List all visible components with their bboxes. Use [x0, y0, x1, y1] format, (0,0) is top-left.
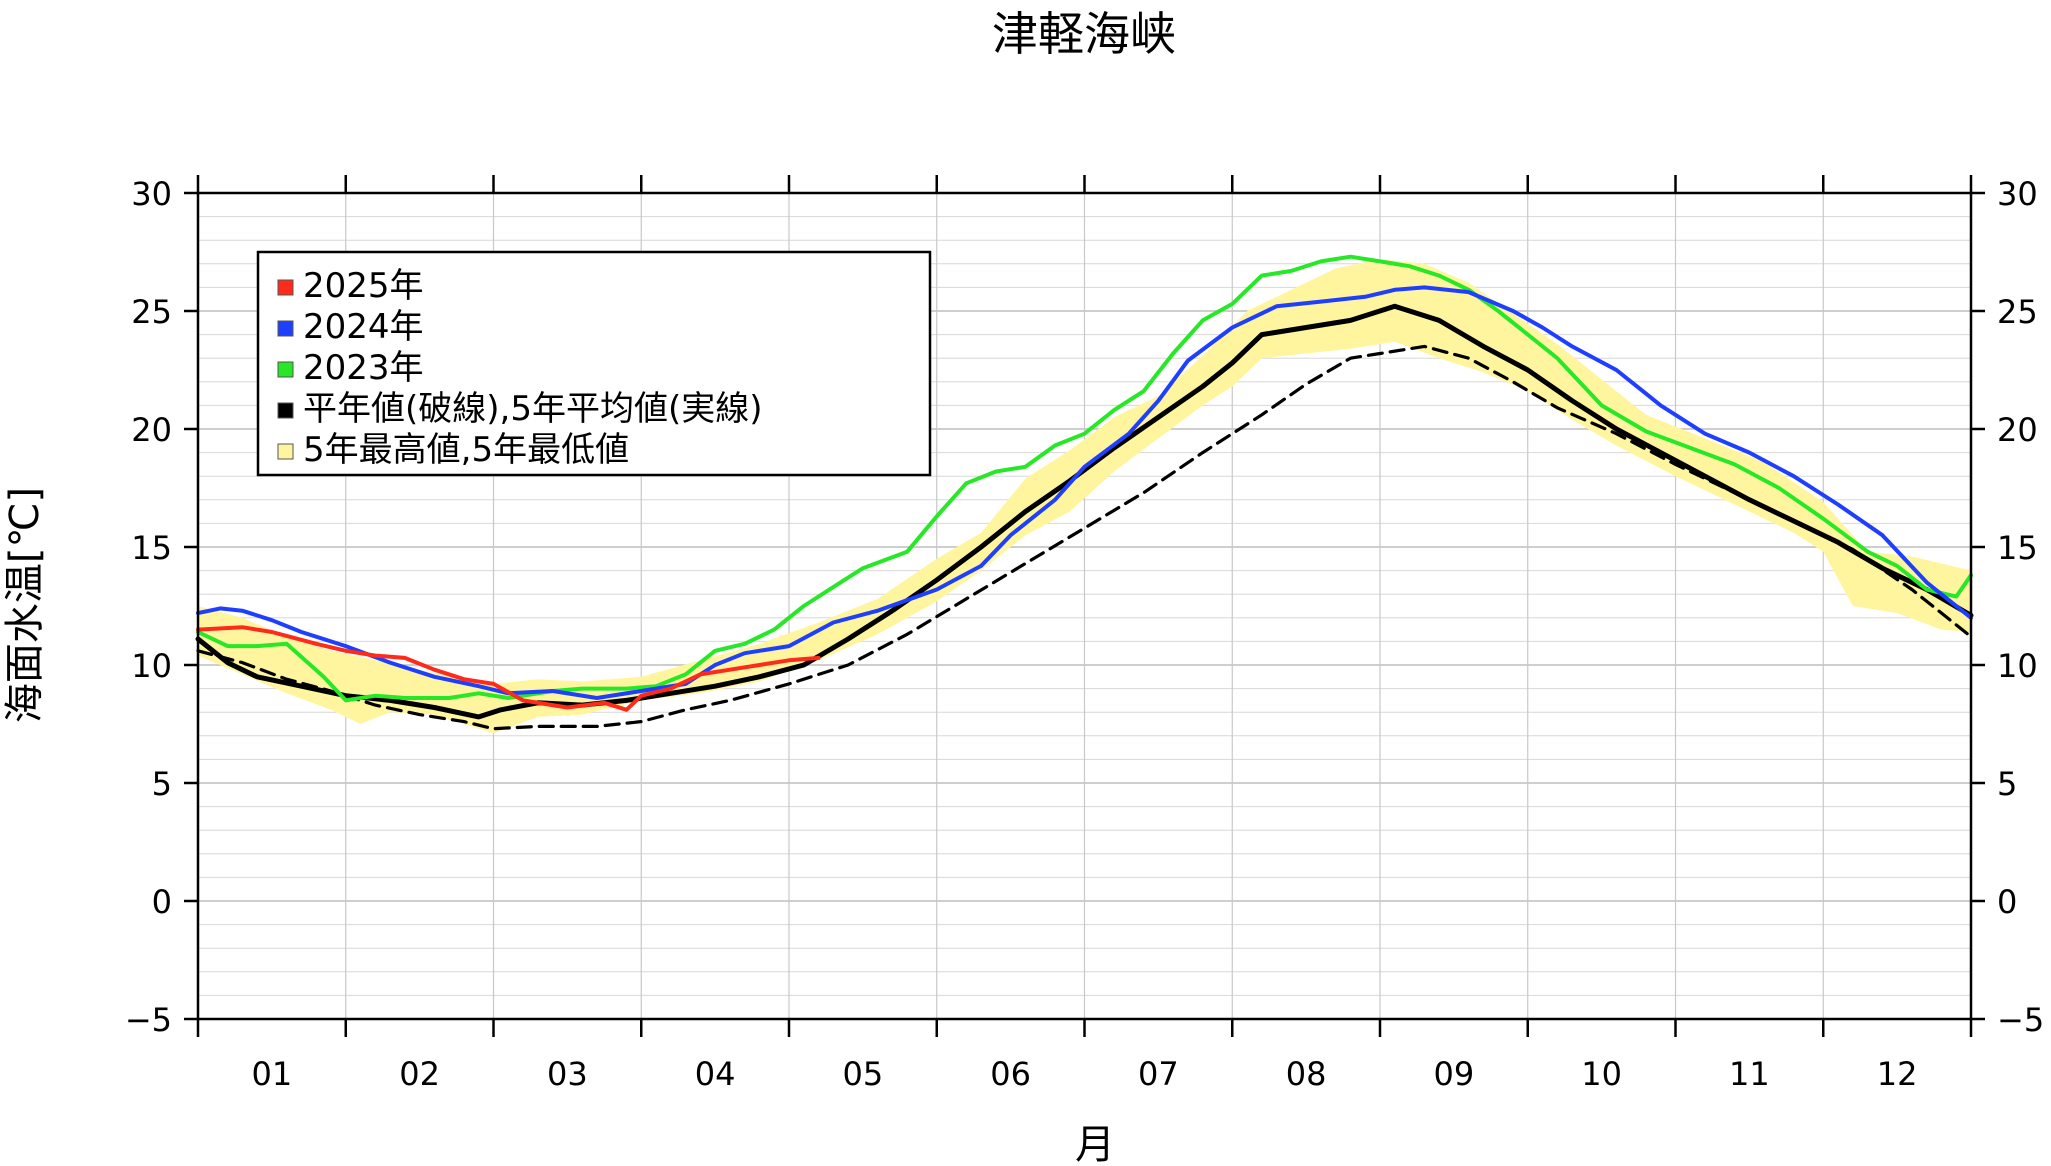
legend-label: 平年値(破線),5年平均値(実線)	[303, 389, 763, 429]
legend-swatch	[277, 443, 294, 460]
y-tick-label-right: −5	[1997, 1001, 2044, 1039]
x-tick-label: 02	[399, 1055, 440, 1093]
x-tick-label: 04	[695, 1055, 736, 1093]
y-tick-label-right: 10	[1997, 647, 2038, 685]
y-tick-label-right: 25	[1997, 293, 2038, 331]
chart-title: 津軽海峡	[992, 7, 1176, 61]
y-tick-label-left: 0	[152, 883, 172, 921]
y-tick-label-left: 10	[131, 647, 172, 685]
series-2024	[196, 285, 1973, 700]
x-tick-label: 03	[547, 1055, 588, 1093]
x-tick-label: 06	[990, 1055, 1031, 1093]
legend-box	[256, 250, 932, 477]
series-normal-dashed	[196, 344, 1973, 731]
x-tick-label: 01	[252, 1055, 293, 1093]
x-tick-label: 08	[1286, 1055, 1327, 1093]
y-tick-label-left: 30	[131, 175, 172, 213]
legend-label: 2023年	[303, 348, 424, 388]
legend-swatch	[277, 279, 294, 296]
y-tick-label-right: 0	[1997, 883, 2017, 921]
x-tick-label: 09	[1434, 1055, 1475, 1093]
y-tick-label-left: −5	[125, 1001, 172, 1039]
y-tick-label-right: 15	[1997, 529, 2038, 567]
x-tick-label: 10	[1581, 1055, 1622, 1093]
legend-label: 5年最高値,5年最低値	[303, 430, 629, 470]
y-axis-label: 海面水温[℃]	[2, 487, 48, 723]
band-5yr-min-max	[198, 259, 1971, 734]
series-2023	[196, 254, 1973, 703]
y-tick-label-left: 5	[152, 765, 172, 803]
legend: 2025年2024年2023年平年値(破線),5年平均値(実線)5年最高値,5年…	[256, 250, 932, 477]
x-tick-label: 07	[1138, 1055, 1179, 1093]
x-axis-label: 月	[1075, 1122, 1115, 1166]
y-tick-label-right: 30	[1997, 175, 2038, 213]
y-tick-label-left: 20	[131, 411, 172, 449]
y-tick-label-left: 15	[131, 529, 172, 567]
series-2025	[196, 625, 821, 712]
legend-swatch	[277, 402, 294, 419]
y-tick-label-left: 25	[131, 293, 172, 331]
x-tick-label: 12	[1877, 1055, 1918, 1093]
x-tick-label: 11	[1729, 1055, 1770, 1093]
series-layer	[195, 254, 1974, 731]
x-tick-label: 05	[843, 1055, 884, 1093]
y-tick-label-right: 5	[1997, 765, 2017, 803]
legend-swatch	[277, 361, 294, 378]
legend-label: 2024年	[303, 307, 424, 347]
y-tick-label-right: 20	[1997, 411, 2038, 449]
legend-swatch	[277, 320, 294, 337]
band-layer	[198, 259, 1971, 734]
legend-label: 2025年	[303, 266, 424, 306]
